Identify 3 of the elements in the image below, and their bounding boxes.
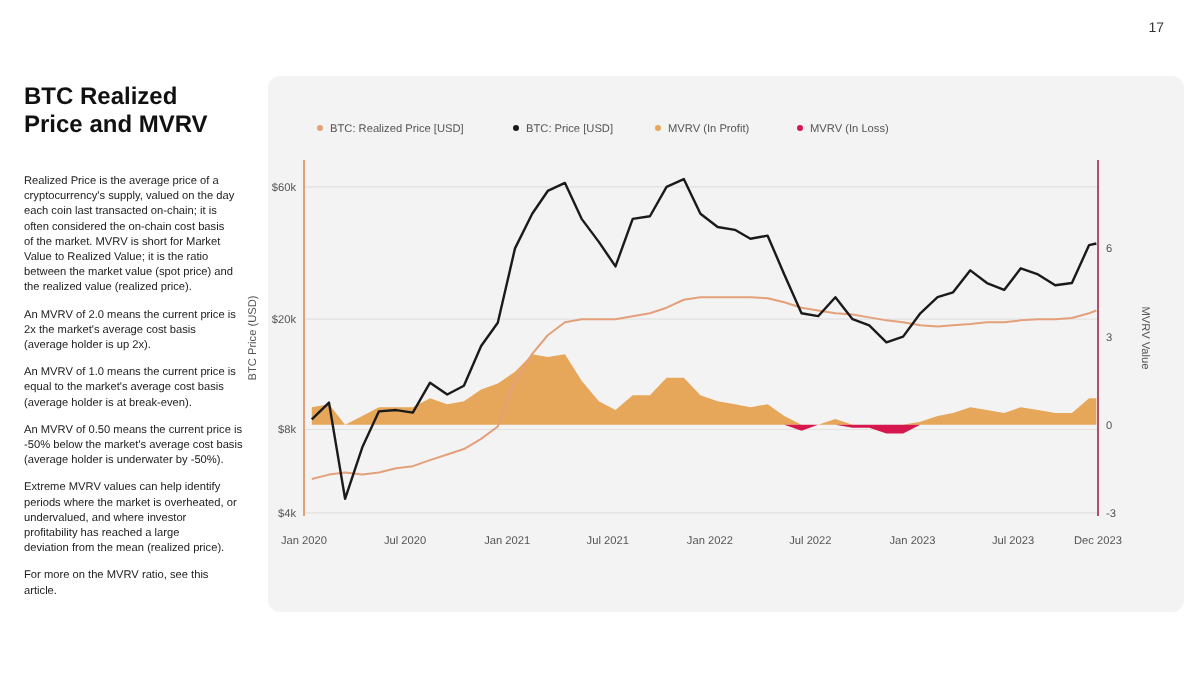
line-series — [310, 296, 1098, 481]
chart-title: BTC Realized Price and MVRV — [24, 82, 208, 138]
line-series — [310, 177, 1098, 500]
